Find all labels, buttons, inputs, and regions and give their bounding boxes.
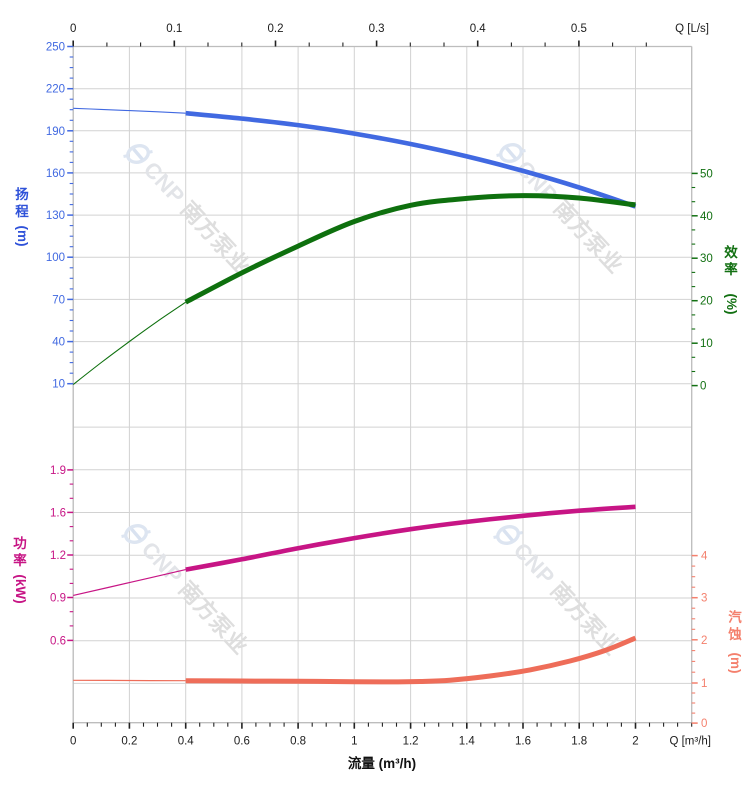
svg-text:0.6: 0.6 — [234, 736, 250, 748]
svg-text:160: 160 — [46, 168, 65, 180]
svg-text:0.2: 0.2 — [121, 736, 137, 748]
svg-text:程: 程 — [15, 204, 29, 219]
svg-text:0.6: 0.6 — [50, 635, 66, 647]
svg-text:10: 10 — [700, 338, 713, 350]
svg-text:1.8: 1.8 — [571, 736, 587, 748]
svg-text:扬: 扬 — [15, 186, 29, 202]
svg-text:0.8: 0.8 — [290, 736, 306, 748]
svg-text:1.6: 1.6 — [515, 736, 531, 748]
svg-text:190: 190 — [46, 126, 65, 138]
svg-text:0.3: 0.3 — [369, 23, 385, 35]
svg-text:250: 250 — [46, 42, 65, 54]
svg-text:130: 130 — [46, 210, 65, 222]
svg-text:1.4: 1.4 — [459, 736, 476, 748]
svg-text:0.4: 0.4 — [470, 23, 487, 35]
svg-text:10: 10 — [52, 379, 65, 391]
svg-text:(m): (m) — [15, 226, 30, 247]
svg-text:0.9: 0.9 — [50, 593, 66, 605]
svg-text:0: 0 — [701, 718, 707, 730]
svg-text:(%): (%) — [724, 294, 739, 315]
svg-text:70: 70 — [52, 294, 65, 306]
svg-text:0: 0 — [70, 736, 76, 748]
svg-text:功: 功 — [13, 536, 27, 551]
svg-text:1.2: 1.2 — [403, 736, 419, 748]
svg-text:4: 4 — [701, 551, 708, 563]
svg-text:40: 40 — [52, 337, 65, 349]
svg-text:0: 0 — [70, 23, 76, 35]
svg-text:220: 220 — [46, 84, 65, 96]
svg-text:1: 1 — [351, 736, 357, 748]
svg-text:Q [m³/h]: Q [m³/h] — [669, 736, 711, 748]
svg-text:2: 2 — [632, 736, 638, 748]
svg-text:(m): (m) — [728, 653, 743, 674]
svg-text:1.6: 1.6 — [50, 507, 66, 519]
svg-text:100: 100 — [46, 252, 65, 264]
svg-text:率: 率 — [13, 552, 27, 568]
svg-text:0.4: 0.4 — [178, 736, 195, 748]
svg-text:1: 1 — [701, 678, 707, 690]
svg-text:1.9: 1.9 — [50, 465, 66, 477]
svg-text:流量 (m³/h): 流量 (m³/h) — [348, 755, 416, 771]
svg-text:Q [L/s]: Q [L/s] — [675, 23, 709, 35]
svg-text:0: 0 — [700, 381, 706, 393]
svg-text:0.1: 0.1 — [166, 23, 182, 35]
svg-text:30: 30 — [700, 253, 713, 265]
svg-text:效: 效 — [724, 244, 738, 260]
svg-text:蚀: 蚀 — [727, 626, 742, 642]
svg-text:50: 50 — [700, 168, 713, 180]
svg-text:率: 率 — [724, 261, 738, 277]
svg-text:0.5: 0.5 — [571, 23, 587, 35]
svg-text:1.2: 1.2 — [50, 550, 66, 562]
svg-text:20: 20 — [700, 296, 713, 308]
svg-text:汽: 汽 — [728, 609, 742, 625]
svg-text:(kW): (kW) — [13, 574, 28, 603]
svg-text:40: 40 — [700, 211, 713, 223]
svg-text:2: 2 — [701, 635, 707, 647]
svg-text:3: 3 — [701, 593, 707, 605]
svg-text:0.2: 0.2 — [268, 23, 284, 35]
